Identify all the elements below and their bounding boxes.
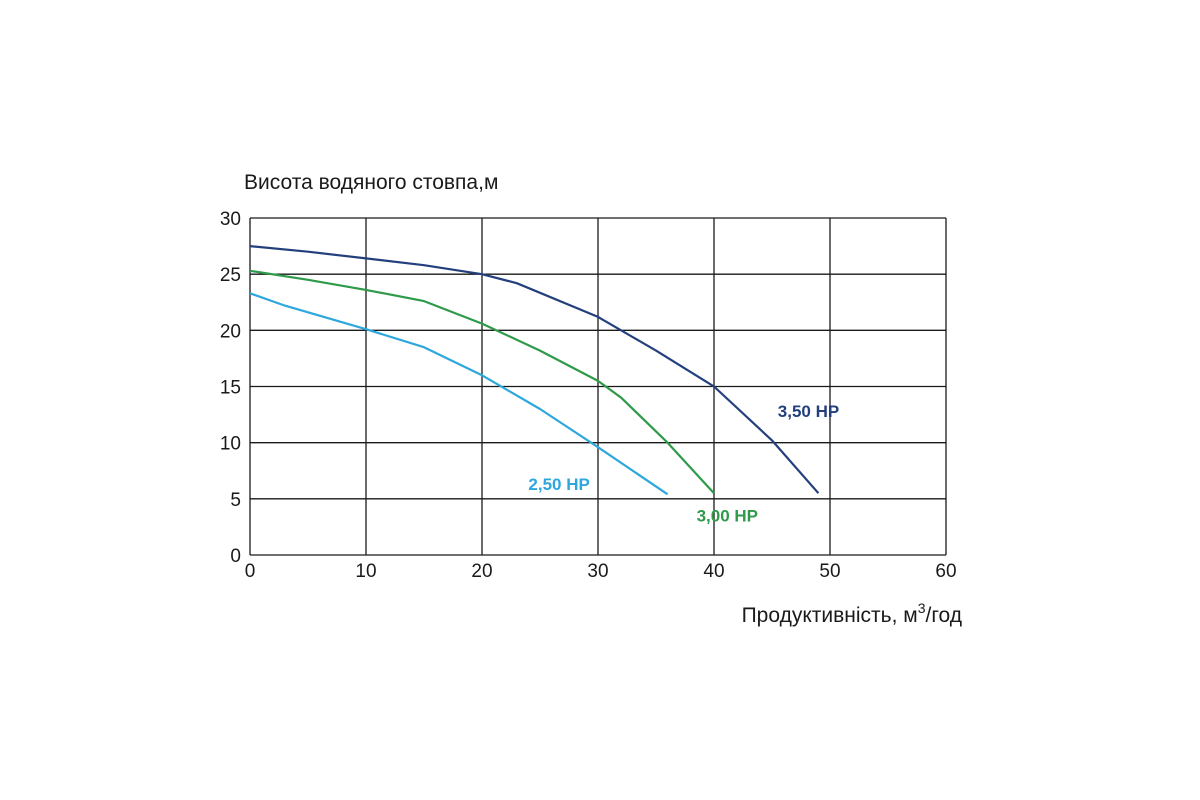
y-tick-10: 10: [220, 434, 241, 455]
x-axis-label-sup: 3: [918, 600, 926, 616]
grid: [249, 217, 947, 556]
series-label-0: 2,50 HP: [528, 475, 589, 494]
y-tick-20: 20: [220, 321, 241, 342]
series-label-1: 3,00 HP: [697, 506, 758, 525]
x-tick-30: 30: [587, 561, 608, 582]
y-tick-25: 25: [220, 265, 241, 286]
x-tick-60: 60: [935, 561, 956, 582]
y-tick-30: 30: [220, 209, 241, 230]
series-label-2: 3,50 HP: [778, 402, 839, 421]
x-tick-50: 50: [819, 561, 840, 582]
x-axis-label: Продуктивність, м3/год: [742, 600, 962, 627]
x-tick-20: 20: [471, 561, 492, 582]
x-tick-0: 0: [245, 561, 256, 582]
y-tick-labels: 0 5 10 15 20 25 30: [220, 209, 241, 567]
series-line-0: [249, 292, 669, 496]
x-tick-10: 10: [355, 561, 376, 582]
x-tick-labels: 0 10 20 30 40 50 60: [245, 561, 957, 582]
y-tick-0: 0: [230, 546, 241, 567]
series-line-1: [249, 269, 715, 494]
y-tick-5: 5: [230, 490, 241, 511]
x-tick-40: 40: [703, 561, 724, 582]
x-axis-label-main: Продуктивність, м: [742, 604, 918, 627]
series-line-2: [249, 245, 820, 494]
y-axis-label: Висота водяного стовпа,м: [244, 171, 498, 194]
curves: [249, 245, 820, 496]
y-tick-15: 15: [220, 378, 241, 399]
x-axis-label-tail: /год: [925, 604, 962, 627]
series-labels: 2,50 HP 3,00 HP 3,50 HP: [528, 402, 839, 525]
